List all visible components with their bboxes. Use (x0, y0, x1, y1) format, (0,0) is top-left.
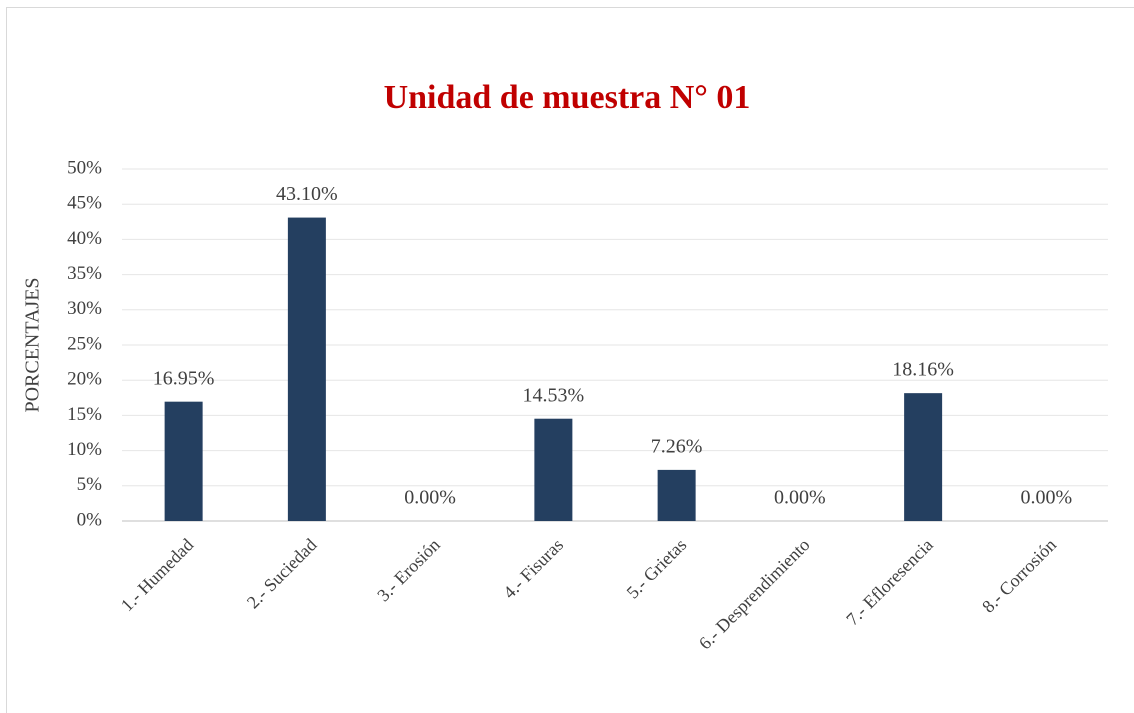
chart-frame (6, 7, 1134, 713)
bar (904, 393, 943, 521)
y-tick-label: 20% (67, 369, 102, 390)
y-axis-label: PORCENTAJES (22, 277, 44, 412)
value-label: 43.10% (276, 183, 338, 205)
value-label: 0.00% (404, 487, 456, 509)
bar (657, 469, 696, 521)
value-label: 0.00% (1021, 487, 1073, 509)
x-tick-label: 8.- Corrosión (978, 535, 1060, 617)
y-tick-label: 30% (67, 298, 102, 319)
x-tick-label: 2.- Suciedad (243, 535, 321, 613)
bar (164, 401, 203, 521)
x-tick-label: 1.- Humedad (117, 535, 198, 616)
y-tick-label: 10% (67, 439, 102, 460)
bar (287, 217, 326, 522)
y-tick-label: 45% (67, 193, 102, 214)
x-tick-label: 3.- Erosión (373, 535, 444, 606)
x-tick-label: 4.- Fisuras (499, 535, 567, 603)
value-label: 16.95% (153, 367, 215, 389)
value-label: 14.53% (523, 384, 585, 406)
x-tick-label: 5.- Grietas (622, 535, 690, 603)
y-tick-label: 0% (77, 509, 103, 530)
y-tick-label: 50% (67, 157, 102, 178)
chart-title: Unidad de muestra N° 01 (384, 79, 751, 116)
y-tick-label: 5% (77, 474, 103, 495)
y-tick-label: 40% (67, 228, 102, 249)
x-tick-label: 7.- Efloresencia (842, 535, 937, 630)
y-tick-label: 35% (67, 263, 102, 284)
y-tick-label: 25% (67, 333, 102, 354)
x-tick-label: 6.- Desprendimiento (695, 535, 814, 654)
y-tick-label: 15% (67, 404, 102, 425)
value-label: 18.16% (892, 359, 954, 381)
value-label: 0.00% (774, 487, 826, 509)
bar (534, 418, 573, 521)
value-label: 7.26% (651, 435, 703, 457)
